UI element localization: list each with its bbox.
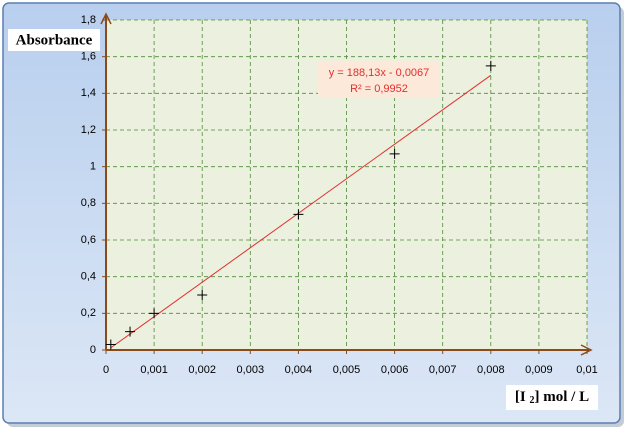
x-label-part: ] mol / L — [535, 389, 590, 405]
x-tick-label: 0,004 — [285, 364, 313, 376]
point — [485, 60, 496, 71]
x-label-part: [I — [515, 389, 530, 405]
x-tick-label: 0,007 — [429, 364, 457, 376]
x-label-box — [506, 385, 598, 410]
x-tick-label: 0,002 — [188, 364, 216, 376]
x-tick-label: 0,01 — [576, 364, 597, 376]
point — [389, 148, 400, 159]
y-tick-label: 1,6 — [81, 51, 96, 63]
y-tick-label: 1,8 — [81, 14, 96, 26]
y-tick-label: 0,8 — [81, 197, 96, 209]
x-tick-label: 0 — [103, 364, 109, 376]
y-tick-label: 1,4 — [81, 87, 96, 99]
y-tick-label: 0,2 — [81, 307, 96, 319]
equation-box — [318, 62, 440, 98]
x-axis-arrow — [580, 344, 593, 356]
x-label-sub: 2 — [530, 395, 535, 406]
x-axis-label: [I 2] mol / L — [515, 389, 589, 406]
y-tick-label: 1,2 — [81, 124, 96, 136]
x-tick-label: 0,001 — [140, 364, 168, 376]
trend-r2: R² = 0,9952 — [350, 83, 408, 95]
trend-equation: y = 188,13x - 0,0067 — [329, 67, 430, 79]
point — [293, 209, 304, 220]
x-tick-label: 0,003 — [237, 364, 265, 376]
y-tick-label: 1 — [90, 161, 96, 173]
trendline — [110, 74, 492, 349]
point — [105, 339, 116, 350]
y-tick-label: 0,6 — [81, 234, 96, 246]
y-label-box — [8, 29, 100, 51]
x-tick-label: 0,008 — [477, 364, 505, 376]
x-tick-label: 0,009 — [525, 364, 553, 376]
y-tick-label: 0,4 — [81, 271, 96, 283]
point — [125, 326, 136, 337]
y-axis-label: Absorbance — [16, 32, 93, 48]
x-tick-label: 0,005 — [333, 364, 361, 376]
x-tick-label: 0,006 — [381, 364, 409, 376]
point — [197, 290, 208, 300]
point — [149, 308, 160, 319]
y-tick-label: 0 — [90, 344, 96, 356]
y-axis-arrow — [100, 12, 112, 25]
